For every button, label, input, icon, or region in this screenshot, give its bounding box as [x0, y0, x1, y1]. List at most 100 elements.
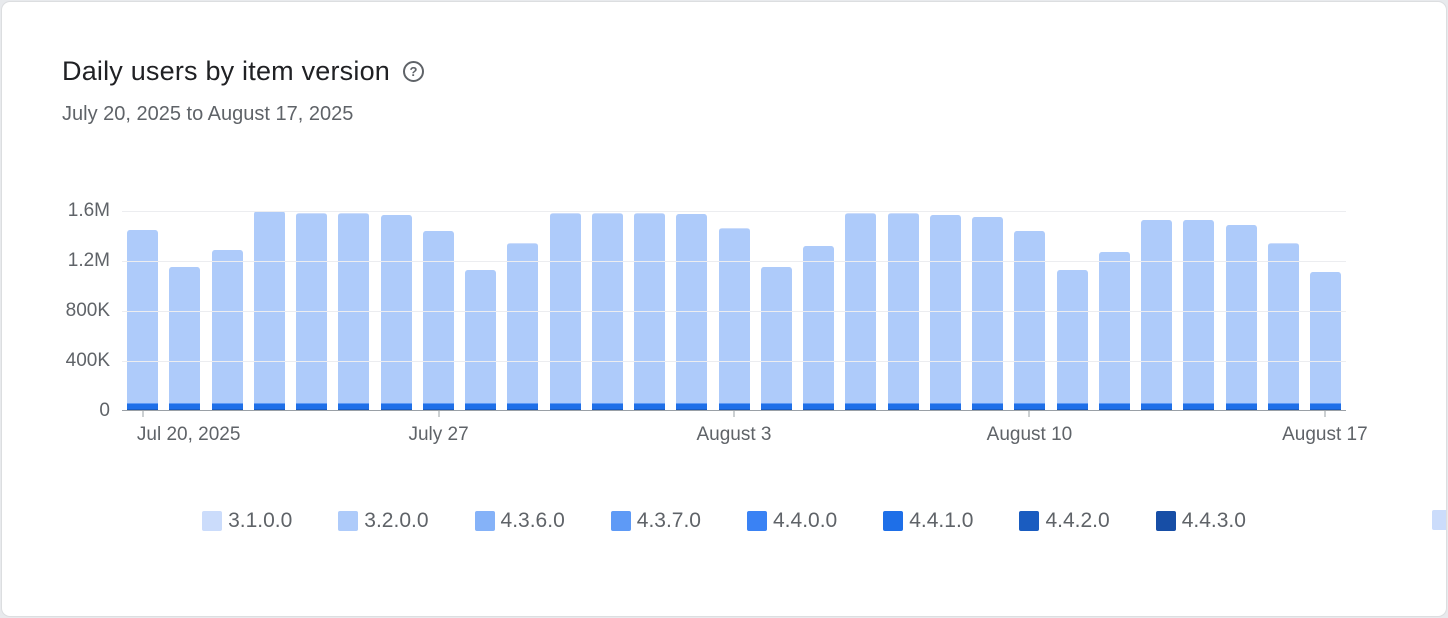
legend-item-3.1.0.0[interactable]: 3.1.0.0 [202, 509, 292, 533]
bar-segment-4.4.0.0 [845, 403, 877, 405]
bar-segment-3.2.0.0 [676, 214, 708, 403]
gridline [122, 360, 1346, 362]
chart-bar[interactable] [127, 229, 158, 410]
chart-bar[interactable] [676, 213, 708, 410]
chart-bar[interactable] [422, 230, 454, 410]
chart-bar[interactable] [1141, 219, 1172, 410]
x-axis-tick [1028, 411, 1030, 417]
chart-bar[interactable] [1014, 230, 1046, 410]
chart-bar[interactable] [380, 215, 412, 410]
bar-segment-4.4.0.0 [507, 403, 539, 405]
chart-bar[interactable] [296, 213, 327, 410]
legend-item-4.3.6.0[interactable]: 4.3.6.0 [474, 509, 565, 533]
bar-segment-3.2.0.0 [591, 213, 623, 403]
chart-bar[interactable] [465, 269, 496, 410]
chart-bar[interactable] [507, 243, 539, 410]
bar-segment-4.4.1.0 [972, 404, 1003, 409]
chart-bar[interactable] [1183, 219, 1215, 410]
chart-bar[interactable] [845, 213, 877, 410]
bar-segment-4.4.0.0 [1225, 403, 1257, 405]
bar-segment-4.4.1.0 [718, 404, 750, 409]
chart-bar[interactable] [803, 245, 834, 410]
y-axis-label: 400K [65, 349, 110, 371]
bar-segment-4.4.0.0 [296, 403, 327, 405]
bar-segment-4.4.2.0 [507, 409, 539, 410]
bar-segment-4.4.1.0 [591, 404, 623, 409]
bar-segment-3.2.0.0 [634, 213, 665, 403]
bar-segment-4.4.2.0 [929, 409, 961, 410]
legend-swatch-overflow[interactable] [1432, 510, 1446, 530]
legend-swatch [202, 511, 223, 531]
bar-segment-4.4.1.0 [253, 404, 285, 409]
chart-bar[interactable] [760, 267, 792, 410]
bar-segment-4.4.2.0 [211, 409, 243, 410]
bar-segment-4.4.1.0 [380, 404, 412, 409]
chart-bar[interactable] [338, 213, 370, 410]
legend-item-3.2.0.0[interactable]: 3.2.0.0 [338, 509, 429, 533]
gridline [122, 260, 1346, 262]
chart-bar[interactable] [1267, 243, 1299, 410]
legend-label: 4.4.3.0 [1181, 509, 1246, 532]
bar-segment-4.4.2.0 [1056, 409, 1088, 410]
bar-segment-4.4.2.0 [591, 409, 623, 410]
y-axis-label: 0 [99, 400, 110, 421]
bar-segment-4.4.0.0 [1014, 403, 1046, 405]
legend-item-4.4.3.0[interactable]: 4.4.3.0 [1155, 509, 1246, 533]
chart-bar[interactable] [929, 214, 961, 410]
bar-segment-3.2.0.0 [845, 213, 877, 403]
bar-segment-4.4.0.0 [676, 403, 708, 405]
bar-segment-4.4.1.0 [1098, 404, 1130, 409]
y-axis: 0 400K 800K 1.2M 1.6M [62, 198, 122, 421]
legend-item-4.4.0.0[interactable]: 4.4.0.0 [747, 509, 837, 533]
y-axis-label: 1.6M [67, 199, 110, 221]
x-axis-label: August 10 [986, 424, 1073, 445]
chart-bar[interactable] [634, 213, 665, 410]
bar-segment-3.2.0.0 [296, 213, 327, 403]
bar-segment-4.4.2.0 [422, 409, 454, 410]
bar-segment-3.2.0.0 [887, 213, 919, 403]
bar-segment-4.4.1.0 [1225, 404, 1257, 409]
bar-segment-4.4.1.0 [296, 404, 327, 409]
legend-label: 4.4.1.0 [909, 509, 974, 532]
chart-bar[interactable] [1310, 271, 1341, 410]
legend-item-4.4.2.0[interactable]: 4.4.2.0 [1019, 509, 1110, 533]
chart-bar[interactable] [972, 217, 1003, 410]
bar-segment-4.4.2.0 [1183, 409, 1215, 410]
chart-bar[interactable] [887, 213, 919, 410]
chart-bar[interactable] [549, 213, 581, 410]
date-range: July 20, 2025 to August 17, 2025 [62, 103, 354, 125]
y-axis-label: 1.2M [67, 249, 110, 271]
help-icon[interactable]: ? [403, 61, 425, 82]
bar-segment-3.2.0.0 [549, 213, 581, 403]
bar-segment-3.2.0.0 [1225, 224, 1257, 403]
chart-bar[interactable] [211, 249, 243, 410]
x-axis-label: July 27 [408, 424, 469, 445]
bar-segment-3.2.0.0 [718, 228, 750, 403]
legend-label: 4.3.7.0 [636, 509, 701, 532]
legend-swatch [747, 511, 767, 531]
legend-item-4.3.7.0[interactable]: 4.3.7.0 [610, 509, 701, 533]
bar-segment-3.2.0.0 [1056, 269, 1088, 403]
legend-swatch [883, 511, 904, 531]
chart-bar[interactable] [718, 228, 750, 410]
legend-swatch [338, 511, 359, 531]
bar-segment-4.4.1.0 [1056, 404, 1088, 409]
chart-bar[interactable] [591, 213, 623, 410]
bar-segment-4.4.2.0 [1014, 409, 1046, 410]
legend-item-4.4.1.0[interactable]: 4.4.1.0 [883, 509, 973, 533]
bar-segment-4.4.0.0 [380, 403, 412, 405]
chart-bar[interactable] [169, 267, 201, 410]
bar-segment-4.4.0.0 [253, 403, 285, 405]
bar-segment-4.4.1.0 [1141, 404, 1172, 409]
chart-bar[interactable] [1225, 224, 1257, 410]
bar-segment-4.4.1.0 [549, 404, 581, 409]
bar-segment-4.4.1.0 [1267, 404, 1299, 409]
bar-segment-4.4.2.0 [887, 409, 919, 410]
bar-segment-4.4.0.0 [760, 403, 792, 405]
bar-segment-4.4.2.0 [634, 409, 665, 410]
chart-bar[interactable] [1098, 252, 1130, 410]
daily-users-chart: 0 400K 800K 1.2M 1.6M Jul 20, 2025 July 27 Aug… [62, 198, 1368, 459]
chart-bar[interactable] [1056, 269, 1088, 410]
bar-segment-4.4.1.0 [1014, 404, 1046, 409]
bar-segment-4.4.2.0 [127, 409, 158, 410]
